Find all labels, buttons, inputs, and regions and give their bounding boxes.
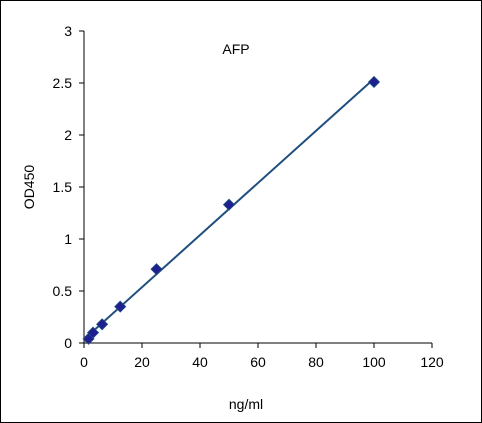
y-tick-label: 0	[64, 335, 72, 351]
y-ticks: 0 0.5 1 1.5 2 2.5 3	[53, 23, 84, 351]
y-tick-label: 2	[64, 127, 72, 143]
y-tick-label: 1.5	[53, 179, 73, 195]
data-point	[86, 326, 100, 339]
data-point	[367, 75, 381, 89]
chart-title: AFP	[222, 41, 249, 57]
y-tick-label: 3	[64, 23, 72, 39]
x-ticks: 0 20 40 60 80 100 120	[80, 343, 444, 370]
data-point	[114, 300, 127, 313]
data-point	[150, 263, 163, 276]
y-tick-label: 2.5	[53, 75, 73, 91]
data-point	[96, 318, 109, 331]
x-tick-label: 40	[192, 354, 208, 370]
x-tick-label: 60	[250, 354, 266, 370]
axes	[83, 31, 432, 344]
x-tick-label: 20	[134, 354, 150, 370]
data-points	[82, 75, 381, 345]
x-tick-label: 80	[308, 354, 324, 370]
x-tick-label: 0	[80, 354, 88, 370]
y-tick-label: 0.5	[53, 283, 73, 299]
x-tick-label: 100	[362, 354, 386, 370]
y-axis-title: OD450	[21, 165, 37, 210]
x-axis-title: ng/ml	[229, 396, 263, 412]
x-tick-label: 120	[420, 354, 444, 370]
data-point	[222, 198, 236, 211]
y-tick-label: 1	[64, 231, 72, 247]
